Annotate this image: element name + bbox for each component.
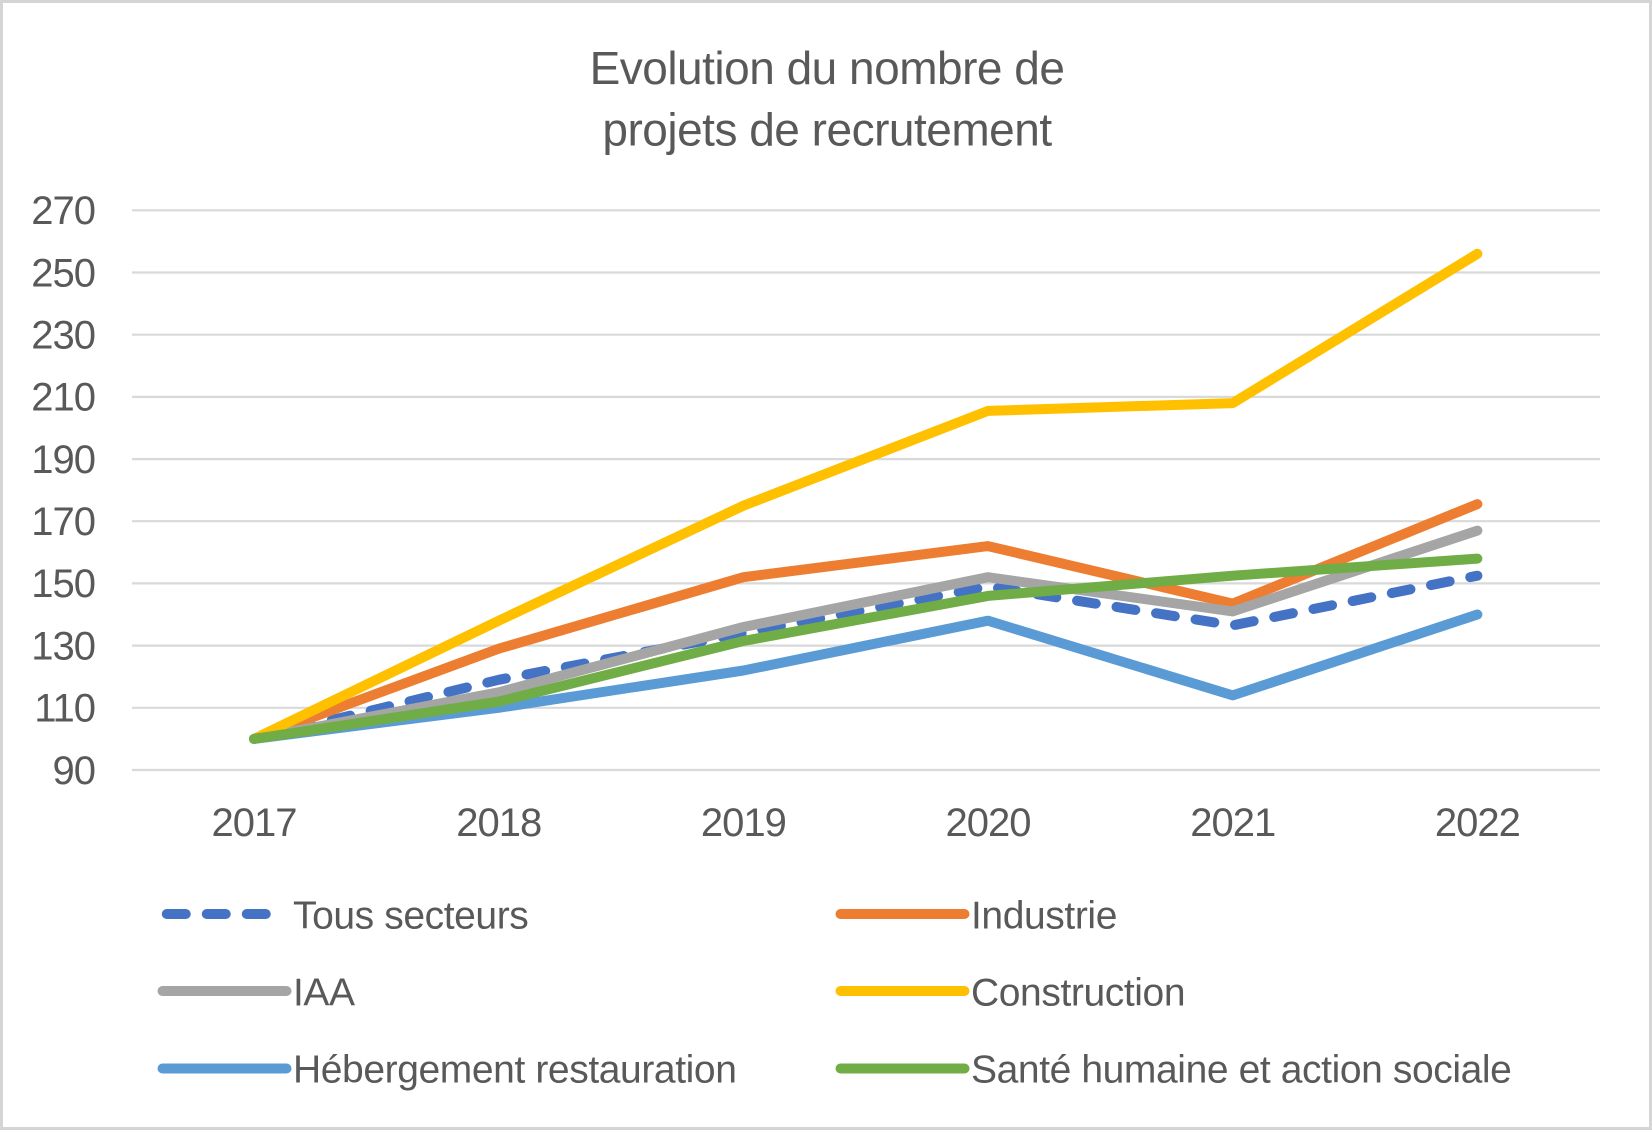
svg-text:2017: 2017: [212, 801, 297, 845]
svg-text:110: 110: [34, 687, 95, 731]
svg-text:2020: 2020: [946, 801, 1031, 845]
svg-text:IAA: IAA: [293, 972, 355, 1015]
svg-text:Hébergement restauration: Hébergement restauration: [293, 1049, 737, 1092]
svg-text:2018: 2018: [456, 801, 541, 845]
svg-text:190: 190: [31, 438, 95, 482]
svg-text:Evolution du nombre de: Evolution du nombre de: [590, 42, 1065, 94]
svg-text:Tous secteurs: Tous secteurs: [293, 895, 528, 938]
svg-text:Santé humaine et action social: Santé humaine et action sociale: [971, 1049, 1511, 1092]
svg-text:170: 170: [31, 500, 95, 544]
svg-text:Industrie: Industrie: [971, 895, 1117, 938]
svg-text:90: 90: [53, 749, 96, 793]
svg-text:Construction: Construction: [971, 972, 1185, 1015]
svg-text:230: 230: [31, 314, 95, 358]
svg-text:130: 130: [31, 624, 95, 668]
svg-text:2022: 2022: [1435, 801, 1520, 845]
svg-text:2021: 2021: [1190, 801, 1275, 845]
svg-text:270: 270: [31, 189, 95, 233]
svg-text:2019: 2019: [701, 801, 786, 845]
svg-text:250: 250: [31, 251, 95, 295]
svg-text:projets de recrutement: projets de recrutement: [602, 104, 1052, 156]
svg-text:150: 150: [31, 562, 95, 606]
svg-text:210: 210: [31, 376, 95, 420]
